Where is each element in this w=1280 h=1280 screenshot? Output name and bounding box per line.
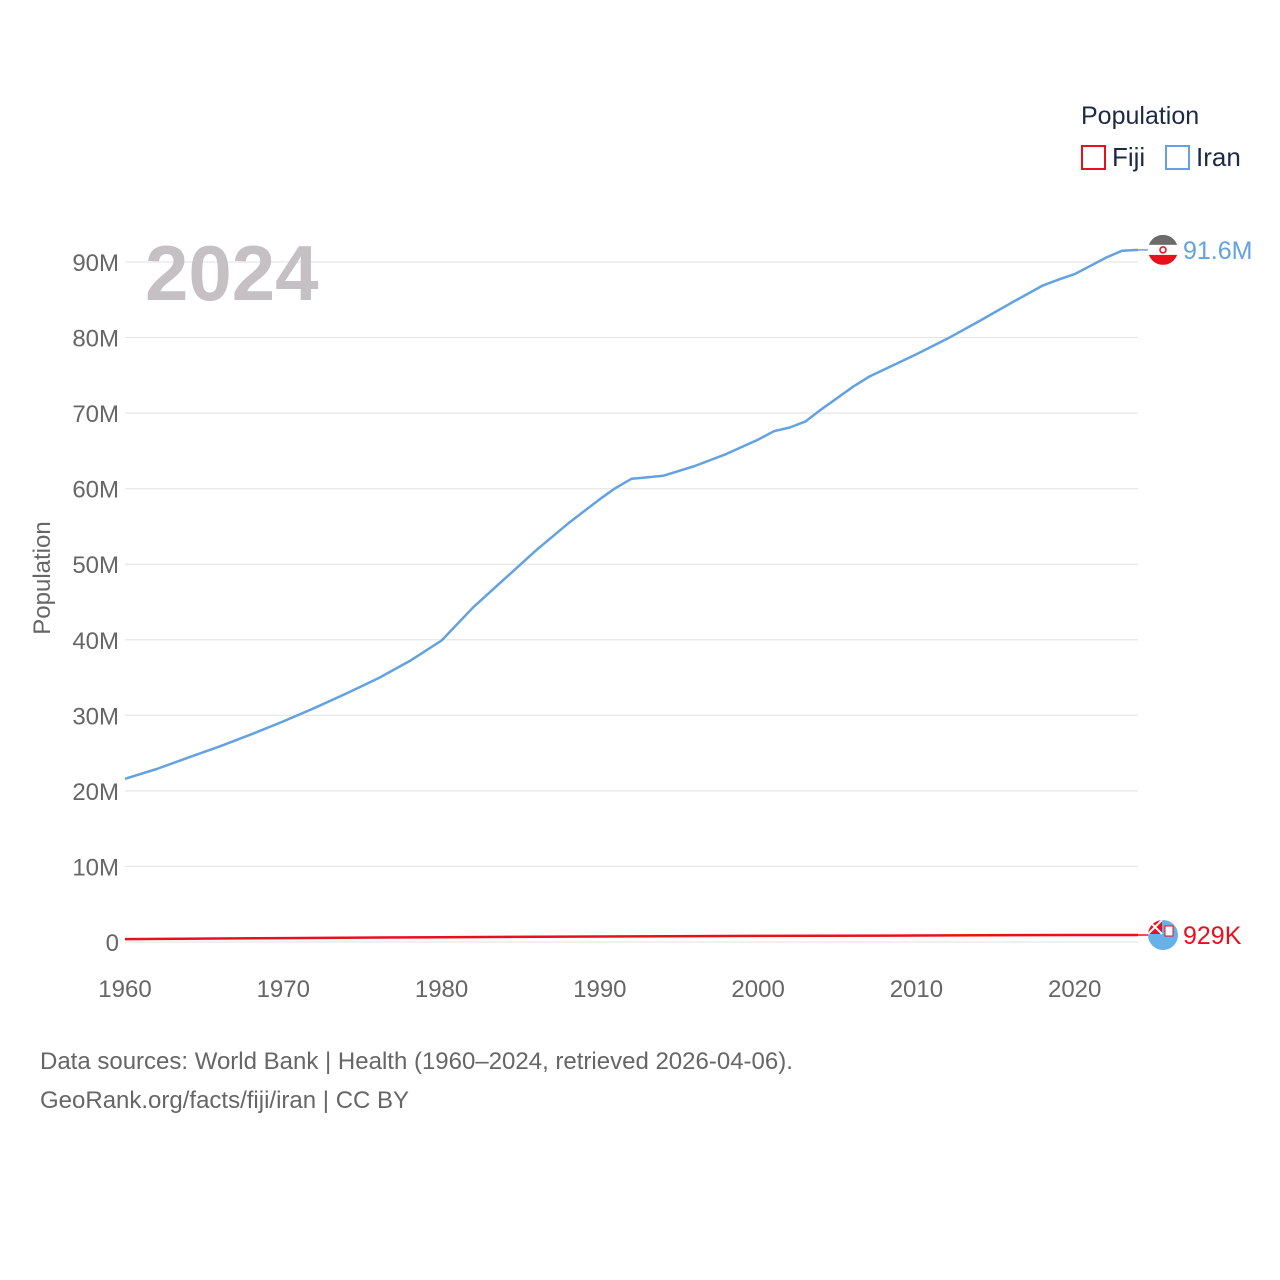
x-tick-label: 1960 [98, 976, 151, 1003]
y-tick-label: 50M [72, 552, 119, 579]
x-tick-label: 2010 [890, 976, 943, 1003]
year-overlay: 2024 [145, 229, 319, 317]
source-line: Data sources: World Bank | Health (1960–… [40, 1048, 793, 1075]
y-axis-ticks: 0 10M 20M 30M 40M 50M 60M 70M 80M 90M [72, 250, 119, 957]
legend-title: Population [1081, 102, 1199, 130]
y-tick-label: 20M [72, 779, 119, 806]
y-tick-label: 70M [72, 401, 119, 428]
x-tick-label: 1980 [415, 976, 468, 1003]
x-tick-label: 2020 [1048, 976, 1101, 1003]
legend-item-iran[interactable]: Iran [1165, 142, 1241, 172]
y-tick-label: 40M [72, 628, 119, 655]
x-axis-ticks: 1960 1970 1980 1990 2000 2010 2020 [98, 976, 1101, 1003]
end-label-iran: 91.6M [1183, 237, 1252, 265]
x-tick-label: 2000 [731, 976, 784, 1003]
y-tick-label: 30M [72, 703, 119, 730]
y-tick-label: 0 [106, 930, 119, 957]
legend-swatch-fiji [1081, 145, 1106, 170]
population-line-chart: 0 10M 20M 30M 40M 50M 60M 70M 80M 90M 1960 1970 198… [29, 102, 1252, 1003]
legend-label-iran: Iran [1196, 142, 1241, 172]
y-tick-label: 60M [72, 477, 119, 504]
source-note: Data sources: World Bank | Health (1960–… [40, 1042, 793, 1120]
x-tick-label: 1990 [573, 976, 626, 1003]
end-label-fiji: 929K [1183, 922, 1242, 950]
iran-flag-icon [1148, 234, 1178, 265]
series-line-iran [124, 248, 1139, 780]
y-axis-title: Population [29, 521, 56, 634]
series-lines [124, 248, 1139, 941]
end-markers: 929K 91.6M [1137, 234, 1252, 950]
y-tick-label: 10M [72, 854, 119, 881]
legend: Population Fiji Iran [1081, 102, 1241, 172]
gridlines [125, 261, 1138, 943]
legend-label-fiji: Fiji [1112, 142, 1145, 172]
fiji-flag-icon [1148, 920, 1178, 950]
x-tick-label: 1970 [257, 976, 310, 1003]
y-tick-label: 90M [72, 250, 119, 277]
credit-line[interactable]: GeoRank.org/facts/fiji/iran | CC BY [40, 1087, 410, 1114]
legend-item-fiji[interactable]: Fiji [1081, 142, 1145, 172]
series-line-fiji [124, 933, 1138, 941]
legend-swatch-iran [1165, 145, 1190, 170]
y-tick-label: 80M [72, 326, 119, 353]
